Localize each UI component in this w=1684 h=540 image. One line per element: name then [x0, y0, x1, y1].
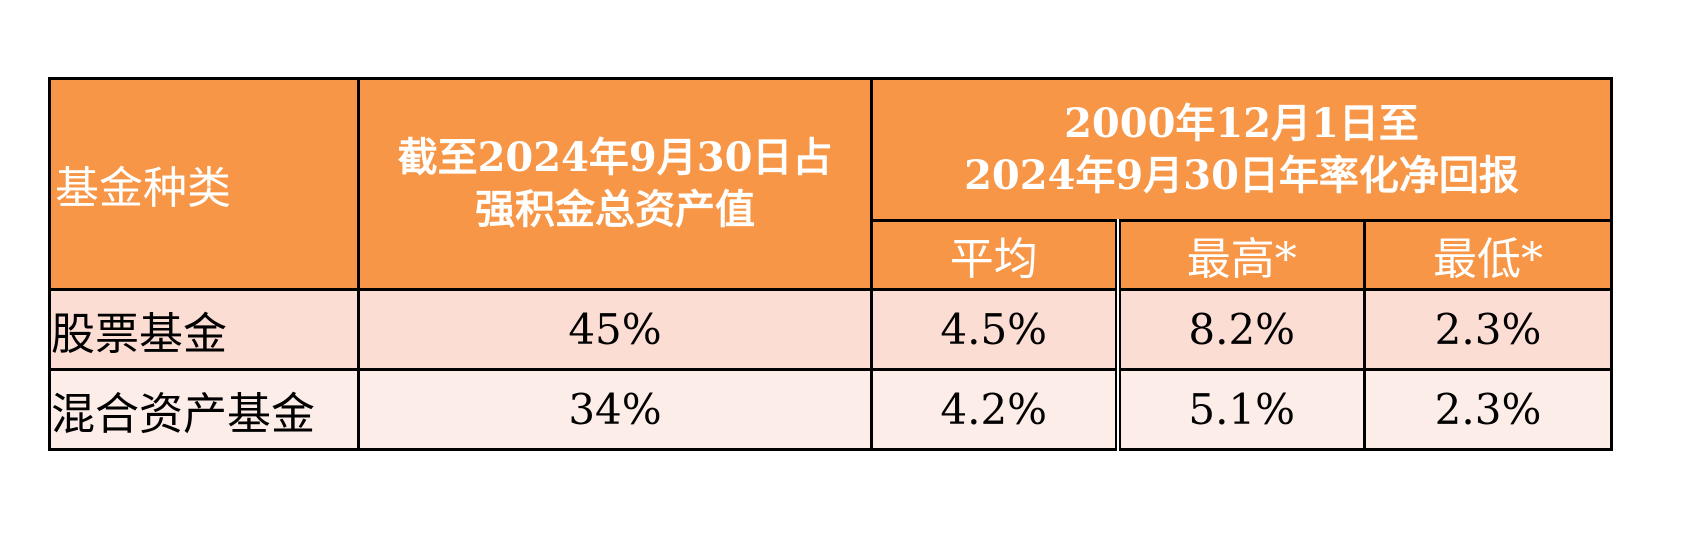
header-lowest-label: 最低* — [1433, 234, 1543, 285]
header-fund-type: 基金种类 — [48, 77, 360, 291]
cell-lowest-return: 2.3% — [1362, 368, 1614, 451]
cell-average-return: 4.5% — [870, 288, 1119, 371]
cell-highest-return: 8.2% — [1114, 288, 1366, 371]
header-annualized-return: 2000年12月1日至 2024年9月30日年率化净回报 — [869, 76, 1614, 223]
cell-fund-type: 混合资产基金 — [48, 368, 360, 451]
header-asset-share: 截至2024年9月30日占 强积金总资产值 — [357, 77, 873, 291]
header-fund-type-label: 基金种类 — [55, 163, 231, 214]
cell-asset-share: 45% — [357, 288, 873, 371]
header-lowest: 最低* — [1362, 219, 1614, 291]
header-asset-share-line2: 强积金总资产值 — [475, 186, 755, 233]
cell-fund-type: 股票基金 — [48, 288, 360, 371]
cell-asset-share: 34% — [357, 368, 873, 451]
header-average: 平均 — [870, 219, 1119, 291]
cell-average-return: 4.2% — [870, 368, 1119, 451]
header-average-label: 平均 — [949, 234, 1038, 285]
header-highest: 最高* — [1114, 219, 1366, 291]
cell-highest-return: 5.1% — [1114, 368, 1366, 451]
header-return-line2: 2024年9月30日年率化净回报 — [964, 151, 1519, 199]
table-row: 混合资产基金 34% 4.2% 5.1% 2.3% — [48, 368, 1614, 451]
cell-lowest-return: 2.3% — [1362, 288, 1614, 371]
mpf-fund-returns-table: 基金种类 截至2024年9月30日占 强积金总资产值 2000年12月1日至 2… — [48, 76, 1614, 451]
header-highest-label: 最高* — [1186, 234, 1297, 285]
header-return-line1: 2000年12月1日至 — [1064, 99, 1419, 147]
header-asset-share-line1: 截至2024年9月30日占 — [397, 134, 833, 181]
table-row: 股票基金 45% 4.5% 8.2% 2.3% — [48, 288, 1614, 371]
